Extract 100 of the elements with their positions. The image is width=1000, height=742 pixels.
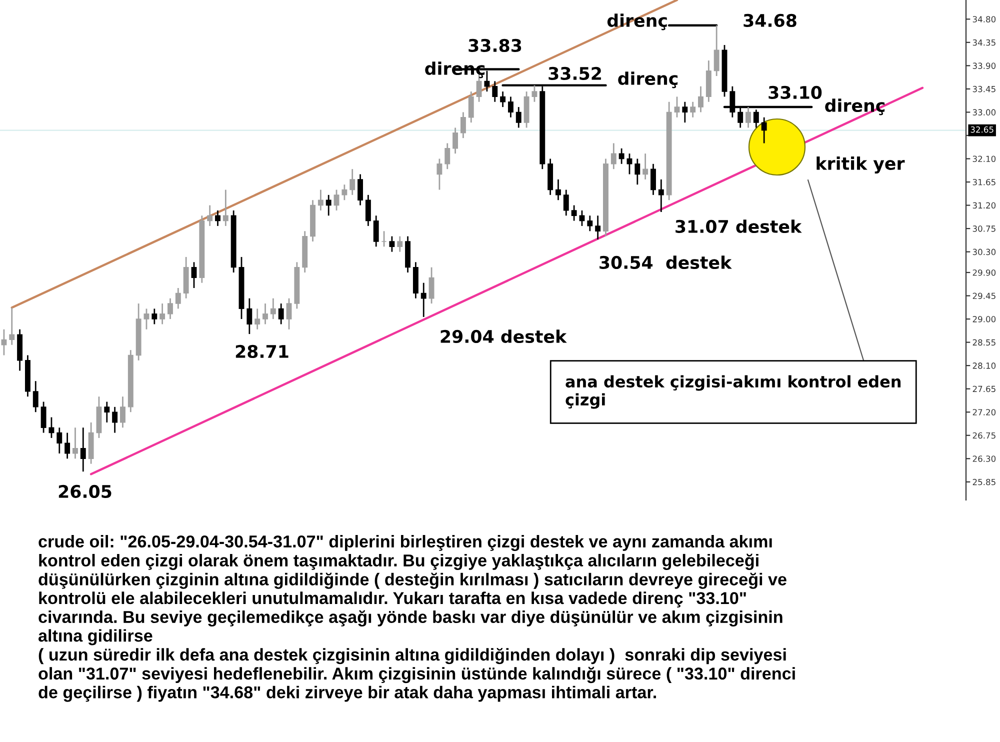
candlestick [420, 282, 426, 318]
y-tick-label: 26.75 [972, 432, 996, 439]
y-tick-label: 31.65 [972, 178, 996, 186]
text: crude oil: "26.05-29.04-30.54-31.07" diplerini birleştiren çizgi destek ve aynı zamanda akımı kontrol eden çizgi olarak önem taşımaktadır. Bu çizgiye yaklaştıkça alıcıların gelebileceği düşünülürken çizginin altına gidildiğinde ( desteğin kırılması ) satıcıların devreye gireceği ve kontrolü ele alabilecekleri unutulmamalıdır. Yukarı tarafta en kısa vadede direnç "33.10" civarında. Bu seviye geçilemedikçe aşağı yönde baskı var diye düşünülür ve akım çizgisinin altına gidilirse ( uzun süredir ilk defa ana destek çizgisinin altına gidildiğinden dolayı ) sonraki dip seviyesi olan "31.07" seviyesi hedeflenebilir. Akım çizgisinin üstünde kalındığı sürece ( "33.10" direnci de geçilirse ) fiyatın "34.68" deki zirveye bir atak daha yapması ihtimali artar. [38, 535, 795, 702]
candlestick [334, 189, 340, 212]
annotation: 33.10 [768, 86, 822, 100]
y-tick-label: 34.35 [972, 39, 996, 46]
candlestick [160, 302, 166, 325]
candlestick [56, 426, 62, 454]
ref-line-label: 32.65 [970, 126, 994, 133]
candlestick [32, 380, 38, 413]
candlestick [278, 302, 284, 325]
y-tick-label: 28.10 [972, 362, 996, 369]
candlestick [516, 106, 522, 128]
candlestick [610, 142, 616, 170]
candlestick [270, 298, 276, 320]
y-tick-label: 28.55 [972, 339, 996, 346]
annotation: 30.54 destek [600, 256, 732, 270]
candlestick [642, 152, 648, 180]
candlestick [428, 266, 434, 304]
candlestick [468, 90, 474, 124]
y-tick-label: 33.00 [972, 109, 996, 116]
candlestick [714, 24, 720, 77]
y-tick-label: 33.90 [972, 62, 996, 69]
candlestick [650, 163, 656, 196]
y-tick-label: 25.85 [972, 478, 996, 486]
annotation: ana destek çizgisi-akımı kontrol eden çizgi [566, 375, 901, 409]
candlestick [358, 174, 363, 206]
candlestick [326, 194, 332, 216]
y-tick-label: 29.00 [972, 316, 996, 322]
candlestick [191, 261, 197, 289]
candlestick [532, 84, 538, 103]
candlestick [342, 184, 348, 201]
y-tick-label: 32.10 [972, 156, 996, 162]
annotation: kritik yer [816, 156, 905, 174]
y-tick-label: 30.30 [972, 248, 996, 256]
annotation: 28.71 [236, 344, 288, 358]
candlestick [175, 287, 181, 310]
candlestick [207, 204, 213, 227]
candlestick [618, 148, 624, 165]
candlestick [460, 112, 466, 139]
y-tick-label: 26.30 [972, 456, 996, 462]
candlestick [144, 308, 150, 330]
candlestick [444, 142, 450, 170]
candlestick [286, 298, 292, 330]
candlestick [64, 432, 70, 460]
annotation: 31.07 destek [676, 220, 802, 234]
candlestick [152, 308, 158, 325]
candlestick [595, 214, 601, 240]
candlestick [389, 236, 395, 253]
annotation: 29.04 destek [440, 330, 567, 344]
annotation: 33.52 [548, 66, 601, 80]
candlestick [563, 189, 569, 216]
candlestick [682, 101, 688, 124]
candlestick [634, 158, 640, 186]
candlestick [373, 214, 379, 248]
candlestick [80, 426, 86, 472]
candlestick [48, 416, 54, 439]
candlestick [761, 116, 767, 144]
candlestick [9, 306, 15, 346]
candlestick [746, 106, 751, 128]
y-tick-label: 34.80 [972, 16, 996, 22]
candlestick [1, 328, 7, 356]
candlestick [168, 298, 173, 320]
candlestick [254, 308, 260, 330]
y-tick-label: 29.90 [972, 269, 996, 276]
candlestick [112, 406, 118, 434]
candlestick [690, 101, 696, 118]
annotation: 34.68 [744, 14, 796, 28]
y-tick-label: 31.20 [972, 202, 996, 209]
candlestick [350, 168, 356, 196]
candlestick [222, 189, 228, 227]
y-tick-label: 30.75 [972, 226, 996, 232]
candlestick [318, 189, 324, 212]
candlestick [40, 401, 46, 434]
candlestick [397, 236, 403, 253]
annotation: 33.83 [468, 38, 522, 52]
candlestick [72, 426, 78, 460]
candlestick [674, 96, 680, 118]
candlestick [436, 158, 442, 190]
candlestick [104, 401, 110, 424]
annotation: direnç [618, 72, 678, 88]
candlestick [215, 210, 220, 227]
candlestick [587, 214, 593, 232]
y-tick-label: 29.45 [972, 292, 996, 300]
candlestick [381, 230, 387, 248]
candlestick [698, 86, 704, 113]
candlestick [452, 127, 458, 154]
candlestick [658, 178, 664, 213]
candlestick [262, 302, 268, 325]
y-tick-label: 27.20 [972, 409, 996, 416]
candlestick [571, 204, 577, 222]
candlestick [365, 194, 371, 227]
candlestick [626, 152, 632, 175]
y-tick-label: 33.45 [972, 86, 996, 92]
annotation: direnç [825, 98, 885, 116]
y-tick-label: 27.65 [972, 386, 996, 392]
candlestick [500, 90, 506, 108]
annotation: 26.05 [58, 484, 112, 498]
candlestick [555, 178, 561, 201]
